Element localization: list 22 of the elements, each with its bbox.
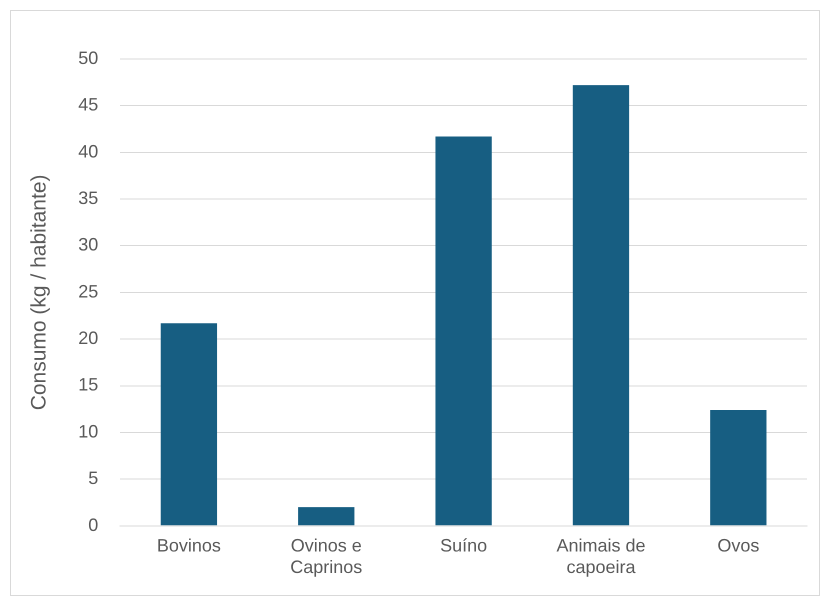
x-tick-label: Animais de capoeira bbox=[556, 536, 646, 578]
bar bbox=[298, 507, 354, 526]
x-tick-label: Ovinos e Caprinos bbox=[290, 536, 362, 578]
x-tick-label: Ovos bbox=[717, 536, 760, 556]
y-axis-title: Consumo (kg / habitante) bbox=[27, 174, 50, 410]
bar bbox=[710, 410, 766, 526]
x-tick-label: Bovinos bbox=[156, 536, 221, 556]
y-tick-label: 15 bbox=[78, 374, 98, 395]
y-tick-label: 30 bbox=[78, 234, 98, 255]
bar bbox=[160, 323, 218, 526]
y-tick-label: 5 bbox=[88, 468, 98, 488]
y-tick-label: 45 bbox=[78, 94, 98, 115]
y-tick-label: 0 bbox=[88, 514, 98, 535]
y-tick-label: 40 bbox=[78, 141, 98, 162]
y-tick-label: 20 bbox=[78, 328, 98, 348]
y-tick-label: 25 bbox=[78, 281, 98, 302]
bar bbox=[435, 136, 492, 526]
y-tick-label: 35 bbox=[78, 188, 98, 208]
bar bbox=[572, 85, 630, 526]
x-tick-label: Suíno bbox=[440, 536, 488, 556]
y-tick-label: 10 bbox=[78, 421, 98, 442]
y-tick-label: 50 bbox=[78, 48, 98, 68]
